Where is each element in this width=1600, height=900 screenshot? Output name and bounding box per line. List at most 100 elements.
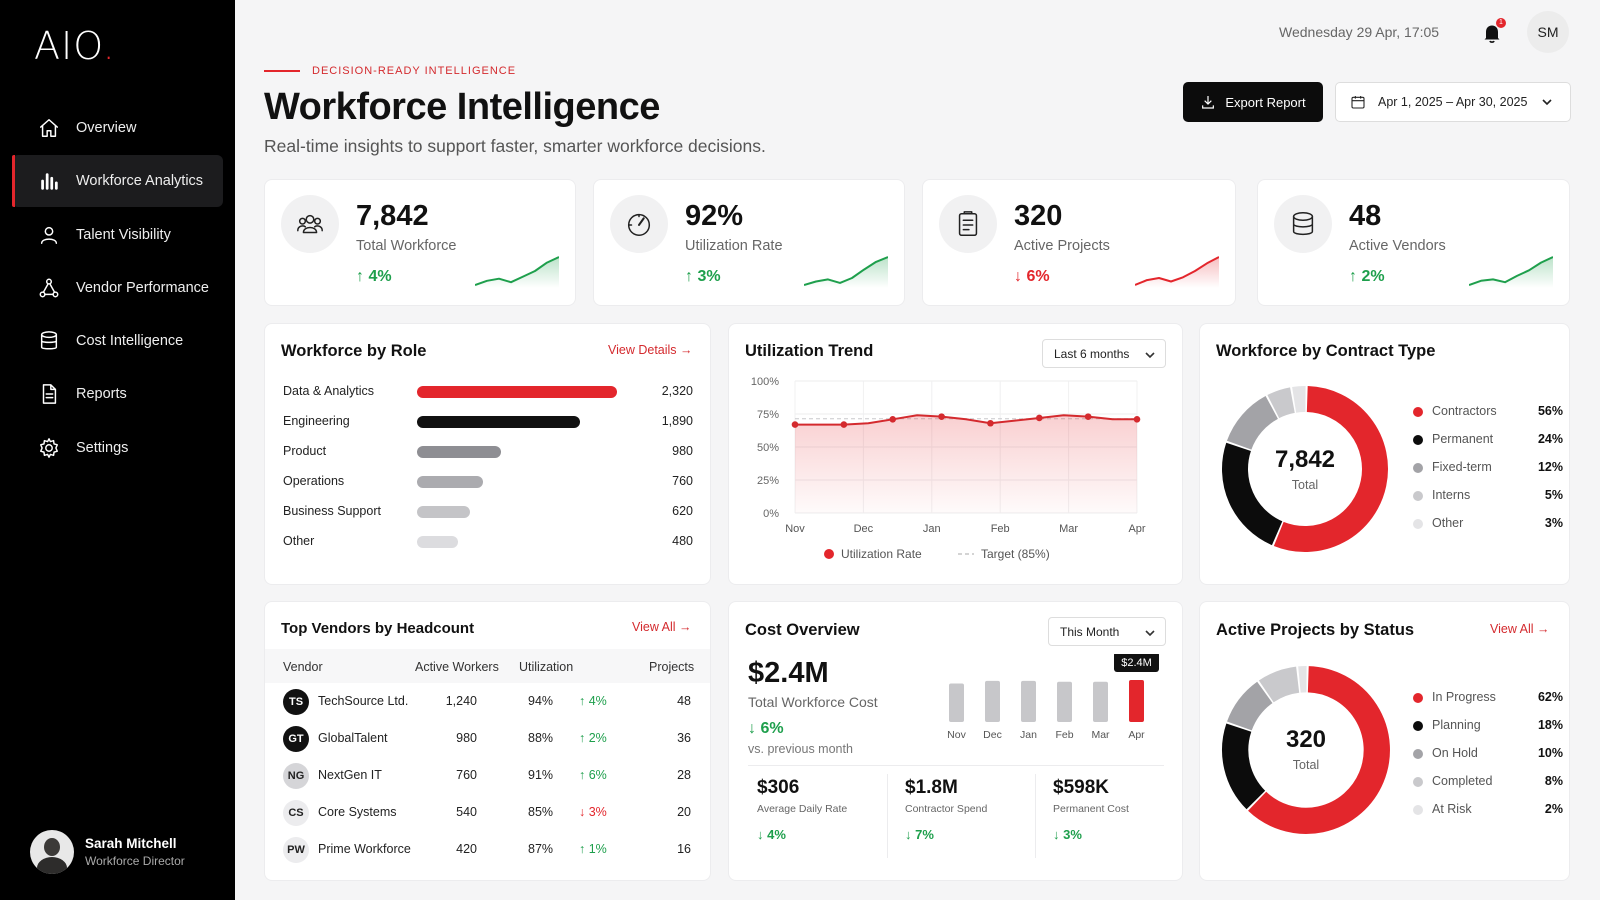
vendor-projects: 16 — [677, 842, 691, 856]
sparkline-line — [1135, 256, 1219, 286]
sidebar-item-workforce-analytics[interactable]: Workforce Analytics — [12, 155, 223, 208]
role-row[interactable]: Product 980 — [283, 444, 693, 460]
legend-dot — [1413, 749, 1423, 759]
legend-value: 56% — [1537, 404, 1563, 418]
y-tick-label: 50% — [757, 442, 779, 454]
home-icon — [38, 117, 60, 139]
trend-point — [987, 419, 994, 427]
role-row[interactable]: Business Support 620 — [283, 504, 693, 520]
kpi-label: Utilization Rate — [685, 238, 783, 254]
vendor-projects: 28 — [677, 768, 691, 782]
legend-dot — [1413, 435, 1423, 445]
vendor-badge: TS — [283, 689, 309, 715]
table-row[interactable]: GT GlobalTalent 980 88% ↑ 2% 36 — [265, 720, 710, 756]
donut-slice — [1273, 386, 1388, 552]
cost-bar-label: Apr — [1128, 729, 1145, 741]
view-all-vendors-link[interactable]: View All → — [632, 620, 692, 634]
vendor-util-change: ↑ 2% — [579, 731, 607, 745]
notifications-button[interactable]: 1 — [1480, 18, 1506, 45]
trend-area — [795, 415, 1137, 513]
cost-bar-label: Nov — [947, 729, 966, 741]
database-icon — [1274, 195, 1332, 253]
export-report-button[interactable]: Export Report — [1183, 82, 1323, 122]
date-range-picker[interactable]: Apr 1, 2025 – Apr 30, 2025 — [1335, 82, 1571, 122]
mini-change: ↓ 7% — [905, 827, 934, 842]
col-vendor: Vendor — [283, 660, 323, 674]
total-cost-label: Total Workforce Cost — [748, 694, 878, 710]
trend-point — [889, 415, 897, 423]
legend-dot — [1413, 721, 1423, 731]
vendor-workers: 760 — [456, 768, 477, 782]
sidebar-item-cost-intelligence[interactable]: Cost Intelligence — [12, 315, 223, 367]
kpi-card-active-projects[interactable]: 320 Active Projects ↓ 6% — [922, 179, 1236, 306]
trend-period-dropdown[interactable]: Last 6 months — [1042, 339, 1166, 368]
sidebar-item-label: Talent Visibility — [76, 226, 171, 243]
cost-period-dropdown[interactable]: This Month — [1048, 617, 1166, 646]
vendor-badge: NG — [283, 763, 309, 789]
col-active-workers: Active Workers — [415, 660, 499, 674]
trend-point — [938, 413, 945, 420]
legend-label: Interns — [1432, 488, 1471, 502]
user-profile[interactable]: Sarah Mitchell Workforce Director — [30, 830, 185, 874]
role-row[interactable]: Engineering 1,890 — [283, 414, 693, 430]
sidebar-item-vendor-performance[interactable]: Vendor Performance — [12, 262, 223, 314]
vendor-utilization: 94% — [528, 694, 554, 708]
legend-label: Fixed-term — [1432, 460, 1492, 474]
role-row[interactable]: Data & Analytics 2,320 — [283, 384, 693, 400]
role-row[interactable]: Operations 760 — [283, 474, 693, 490]
cost-bar — [949, 683, 964, 722]
legend-item: In Progress 62% — [1413, 690, 1573, 706]
card-title: Cost Overview — [745, 621, 860, 639]
sidebar-item-settings[interactable]: Settings — [12, 422, 223, 474]
kpi-card-active-vendors[interactable]: 48 Active Vendors ↑ 2% — [1257, 179, 1570, 306]
sparkline-area — [1135, 257, 1219, 288]
y-tick-label: 25% — [757, 475, 779, 487]
trend-point — [1084, 413, 1092, 420]
cost-bar — [1021, 680, 1036, 722]
x-tick-label: Dec — [854, 523, 874, 535]
sidebar-item-talent-visibility[interactable]: Talent Visibility — [12, 209, 223, 261]
legend-dot — [1413, 491, 1423, 501]
kpi-card-utilization-rate[interactable]: 92% Utilization Rate ↑ 3% — [593, 179, 905, 306]
bar-chart-icon — [38, 170, 60, 192]
table-row[interactable]: CS Core Systems 540 85% ↓ 3% 20 — [265, 794, 710, 830]
vendor-projects: 20 — [677, 805, 691, 819]
view-all-projects-link[interactable]: View All → — [1490, 622, 1550, 636]
vendor-util-change: ↑ 6% — [579, 768, 607, 782]
role-value: 480 — [672, 534, 693, 548]
x-tick-label: Apr — [1128, 523, 1145, 535]
profile-avatar-button[interactable]: SM — [1527, 11, 1569, 53]
sidebar-item-reports[interactable]: Reports — [12, 368, 223, 420]
table-row[interactable]: NG NextGen IT 760 91% ↑ 6% 28 — [265, 757, 710, 793]
user-avatar — [30, 830, 74, 874]
role-bar — [417, 386, 617, 398]
legend-label: Contractors — [1432, 404, 1497, 418]
role-row[interactable]: Other 480 — [283, 534, 693, 550]
legend-item: Contractors 56% — [1413, 404, 1573, 420]
cost-tooltip — [1114, 654, 1159, 672]
kpi-label: Active Projects — [1014, 238, 1110, 254]
legend-value: 2% — [1544, 802, 1563, 816]
mini-label: Contractor Spend — [905, 803, 988, 815]
donut-slice — [1222, 723, 1266, 810]
app-logo[interactable]: AIO. — [34, 24, 116, 68]
page-subtitle: Real-time insights to support faster, sm… — [264, 136, 766, 156]
cost-bar — [1093, 681, 1108, 722]
table-row[interactable]: PW Prime Workforce 420 87% ↑ 1% 16 — [265, 831, 710, 867]
mini-label: Permanent Cost — [1053, 803, 1129, 815]
trend-point — [1035, 414, 1043, 422]
trend-point — [840, 421, 848, 428]
legend-label: Permanent — [1432, 432, 1494, 446]
vendor-utilization: 88% — [528, 731, 554, 745]
kpi-card-total-workforce[interactable]: 7,842 Total Workforce ↑ 4% — [264, 179, 576, 306]
vendor-workers: 1,240 — [445, 694, 477, 708]
vendor-util-change: ↑ 1% — [579, 842, 607, 856]
table-row[interactable]: TS TechSource Ltd. 1,240 94% ↑ 4% 48 — [265, 683, 710, 719]
view-details-link[interactable]: View Details → — [608, 343, 693, 357]
legend-item: Planning 18% — [1413, 718, 1573, 734]
vendor-name: Core Systems — [318, 805, 397, 819]
network-icon — [38, 277, 60, 299]
cost-breakdown-item: $1.8M Contractor Spend ↓ 7% — [905, 777, 1045, 842]
y-tick-label: 0% — [763, 508, 779, 520]
sidebar-item-overview[interactable]: Overview — [12, 102, 223, 154]
